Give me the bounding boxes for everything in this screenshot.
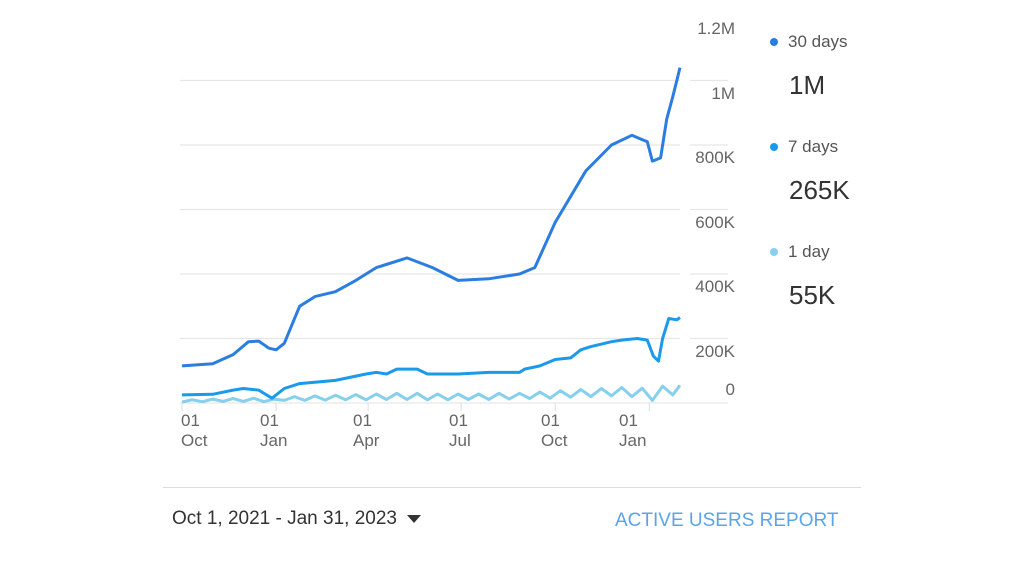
x-tick-label: 01 Oct [541, 411, 567, 451]
x-tick-month: Oct [181, 431, 208, 450]
series-line-7-days [181, 316, 681, 400]
y-tick-label: 200K [695, 342, 735, 361]
y-tick-label: 400K [695, 277, 735, 296]
legend-item-7-days: 7 days [770, 137, 838, 157]
x-tick-marks [181, 403, 650, 411]
y-tick-label: 0 [725, 380, 735, 399]
legend-label: 1 day [788, 242, 830, 261]
x-tick-label: 01 Apr [353, 411, 379, 451]
legend-dot-icon [770, 38, 778, 46]
series-lines [181, 67, 682, 404]
date-range-label: Oct 1, 2021 - Jan 31, 2023 [172, 508, 397, 529]
active-users-report-link[interactable]: ACTIVE USERS REPORT [615, 510, 839, 531]
legend-value-1-day: 55K [789, 280, 836, 310]
date-range-dropdown[interactable]: Oct 1, 2021 - Jan 31, 2023 [172, 508, 421, 530]
y-tick-label: 1M [711, 84, 735, 103]
legend-value-7-days: 265K [789, 175, 850, 205]
x-tick-month: Jul [449, 431, 471, 450]
x-tick-day: 01 [619, 411, 638, 430]
y-tick-label: 800K [695, 148, 735, 167]
y-tick-label: 1.2M [697, 19, 735, 38]
legend-item-1-day: 1 day [770, 242, 830, 262]
series-line-30-days [181, 67, 682, 368]
legend-value-30-days: 1M [789, 70, 826, 100]
divider [163, 487, 861, 488]
series-line-1-day [181, 384, 682, 404]
legend-label: 7 days [788, 137, 839, 156]
x-tick-day: 01 [541, 411, 560, 430]
x-tick-label: 01 Jul [449, 411, 471, 451]
legend-item-30-days: 30 days [770, 32, 848, 52]
legend-label: 30 days [788, 32, 848, 51]
x-tick-label: 01 Oct [181, 411, 207, 451]
x-tick-day: 01 [181, 411, 200, 430]
x-tick-month: Oct [541, 431, 568, 450]
x-tick-label: 01 Jan [619, 411, 646, 451]
y-tick-label: 600K [695, 213, 735, 232]
x-tick-day: 01 [353, 411, 372, 430]
x-tick-label: 01 Jan [260, 411, 287, 451]
caret-down-icon [407, 515, 421, 523]
x-tick-day: 01 [260, 411, 279, 430]
gridlines [180, 79, 728, 404]
x-tick-month: Apr [353, 431, 380, 450]
x-tick-month: Jan [619, 431, 647, 450]
x-tick-month: Jan [260, 431, 288, 450]
legend-dot-icon [770, 143, 778, 151]
x-tick-day: 01 [449, 411, 468, 430]
legend-dot-icon [770, 248, 778, 256]
